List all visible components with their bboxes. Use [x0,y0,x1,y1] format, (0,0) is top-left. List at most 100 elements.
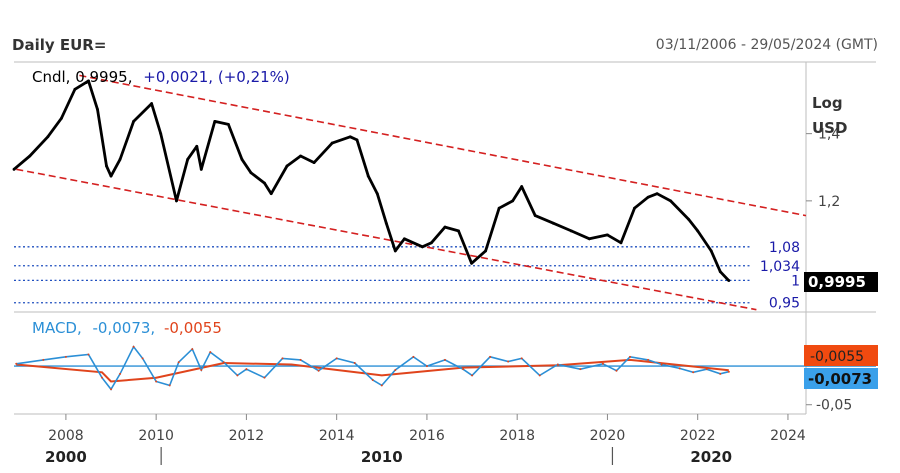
price-point [606,233,609,237]
price-point [497,206,501,210]
price-layer [12,79,731,282]
price-point [569,229,573,233]
price-point [199,167,203,171]
macd-point [209,351,212,354]
price-point [443,225,447,229]
macd-point [615,369,618,372]
macd-point [727,370,730,373]
macd-point [629,355,631,358]
macd-signal-badge [804,345,878,366]
price-point [430,241,433,245]
price-point [366,174,370,178]
year-tick-label-1: 2010 [138,428,174,444]
macd-point [538,374,541,377]
price-point [718,270,722,274]
price-point [520,185,524,188]
macd-point [155,380,158,383]
macd-point [462,368,465,371]
price-point [249,171,253,175]
macd-point [317,369,320,372]
macd-point [299,358,302,361]
macd-point [222,361,225,364]
price-point [59,116,63,120]
price-point [175,199,178,203]
macd-point [394,368,397,371]
year-tick-label-2: 2012 [229,428,265,444]
price-point [709,249,713,253]
price-point [587,237,591,241]
price-point [186,157,190,161]
macd-point [132,345,135,348]
axis-layer: 1,4 1,2 -0,05 2008 2010 2012 2014 2016 2018 2020 2… [45,127,852,466]
macd-point [507,360,510,363]
price-point [28,154,32,158]
price-point [421,245,424,249]
channel-lower-line [16,168,757,311]
macd-point [236,374,239,377]
macd-point [15,362,18,365]
macd-point [371,379,374,381]
macd-point [177,361,180,364]
macd-point [425,365,428,368]
chart-title: Daily EUR= [12,36,107,54]
macd-point [263,376,266,379]
price-point [457,229,460,233]
legend-macd-signal: -0,0055 [164,319,222,337]
macd-point [692,371,695,374]
legend-macd-value: -0,0073, [93,319,156,337]
year-tick-label-5: 2018 [499,428,535,444]
price-point [87,79,90,83]
macd-point [520,357,523,360]
level-label-0: 1,08 [769,240,800,256]
year-tick-label-6: 2020 [590,428,626,444]
year-tick-label-7: 2022 [680,428,716,444]
macd-signal-badge-text: -0,0055 [810,349,864,365]
price-point [73,87,77,91]
price-point [384,221,388,225]
macd-point [660,363,663,366]
macd-point [87,353,90,356]
macd-point [64,355,67,358]
price-point [213,119,217,123]
macd-point [601,362,604,365]
price-point [375,192,379,196]
price-point [470,261,473,265]
macd-point [200,368,203,371]
price-point [348,135,352,139]
price-point [696,229,700,233]
macd-point [353,362,356,364]
price-point [312,161,316,165]
last-price-badge [804,272,878,292]
price-point [263,181,266,185]
macd-point [168,384,171,387]
macd-point [281,357,284,360]
price-point [402,237,406,241]
price-point [299,154,302,158]
price-point [285,164,289,168]
price-point [551,221,555,225]
macd-point [245,368,248,371]
year-tick-label-0: 2008 [48,428,84,444]
price-point [226,122,230,126]
macd-point [647,358,650,361]
date-range: 03/11/2006 - 29/05/2024 (GMT) [655,37,878,53]
macd-point [705,368,708,371]
level-label-3: 0,95 [769,296,800,312]
price-point [727,279,731,282]
legend-cndl-text: Cndl, 0,9995, [32,68,132,86]
price-tick-label-1: 1,2 [818,194,840,210]
price-point [46,135,50,139]
macd-signal-line [16,358,729,383]
legend-cndl: Cndl, 0,9995, +0,0021, (+0,21%) [32,68,290,86]
channel-layer [16,74,807,311]
macd-point [579,368,582,371]
macd-value-badge-text: -0,0073 [808,370,872,388]
macd-tick-label-0: -0,05 [816,398,852,414]
price-point [269,192,273,196]
price-point [195,144,199,148]
macd-line [16,345,729,391]
macd-point [443,358,446,361]
legend-change-text: +0,0021, (+0,21%) [143,68,290,86]
